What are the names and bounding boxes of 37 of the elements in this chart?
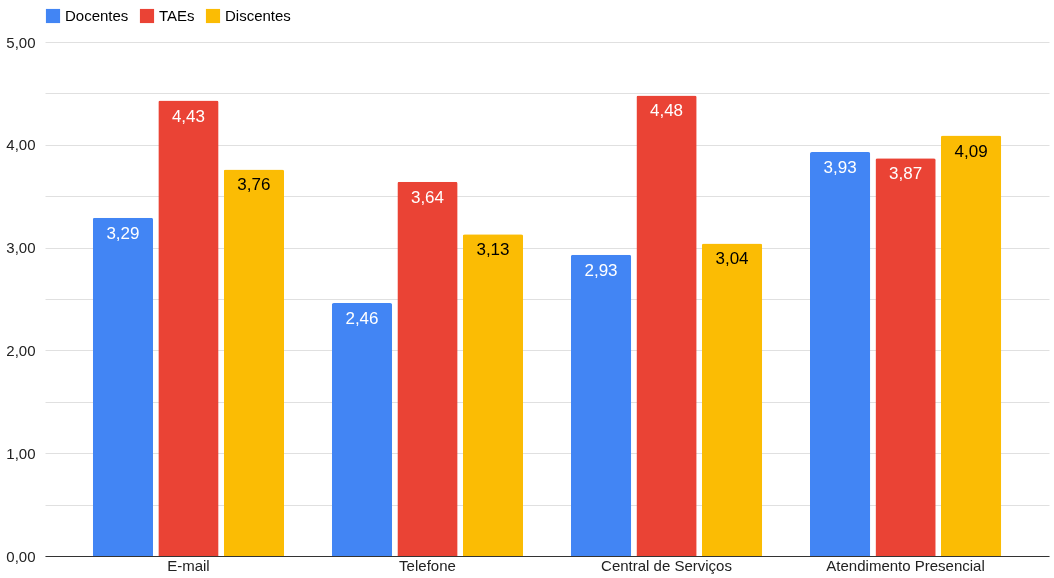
bar (331, 303, 393, 556)
data-label: 3,93 (823, 158, 857, 177)
bar (636, 95, 697, 556)
bar (92, 217, 154, 556)
data-label: 2,46 (345, 309, 379, 329)
bar (701, 243, 763, 556)
y-tick-label: 3,00 (6, 239, 36, 257)
data-label: 4,48 (649, 101, 684, 121)
data-label: 3,13 (476, 240, 510, 260)
y-tick-label: 2,00 (6, 341, 36, 359)
data-label: 3,29 (106, 223, 140, 243)
data-label: 4,43 (171, 106, 205, 126)
y-tick-label: 0,00 (6, 547, 36, 565)
bar (462, 234, 524, 556)
x-tick-label: Central de Serviços (601, 556, 732, 574)
x-tick-label: Atendimento Presencial (826, 556, 985, 574)
data-label: 3,76 (237, 175, 271, 195)
legend-label: Discentes (225, 7, 291, 24)
data-label: 3,87 (889, 164, 923, 184)
legend-label: TAEs (159, 7, 195, 24)
bar (158, 100, 219, 556)
data-label: 4,09 (954, 141, 988, 161)
x-tick-label: E-mail (167, 556, 210, 574)
x-tick-label: Telefone (399, 556, 456, 574)
bar (223, 169, 285, 556)
legend-label: Docentes (65, 7, 129, 24)
bar (570, 254, 632, 556)
y-tick-label: 1,00 (6, 444, 36, 462)
bar (940, 135, 1002, 556)
data-label: 2,93 (584, 260, 618, 280)
bar (875, 158, 936, 556)
y-tick-label: 5,00 (6, 33, 36, 51)
bar (397, 181, 458, 556)
data-label: 3,64 (410, 187, 445, 207)
data-label: 3,04 (715, 249, 749, 269)
bar (809, 152, 871, 556)
y-tick-label: 4,00 (6, 136, 36, 154)
